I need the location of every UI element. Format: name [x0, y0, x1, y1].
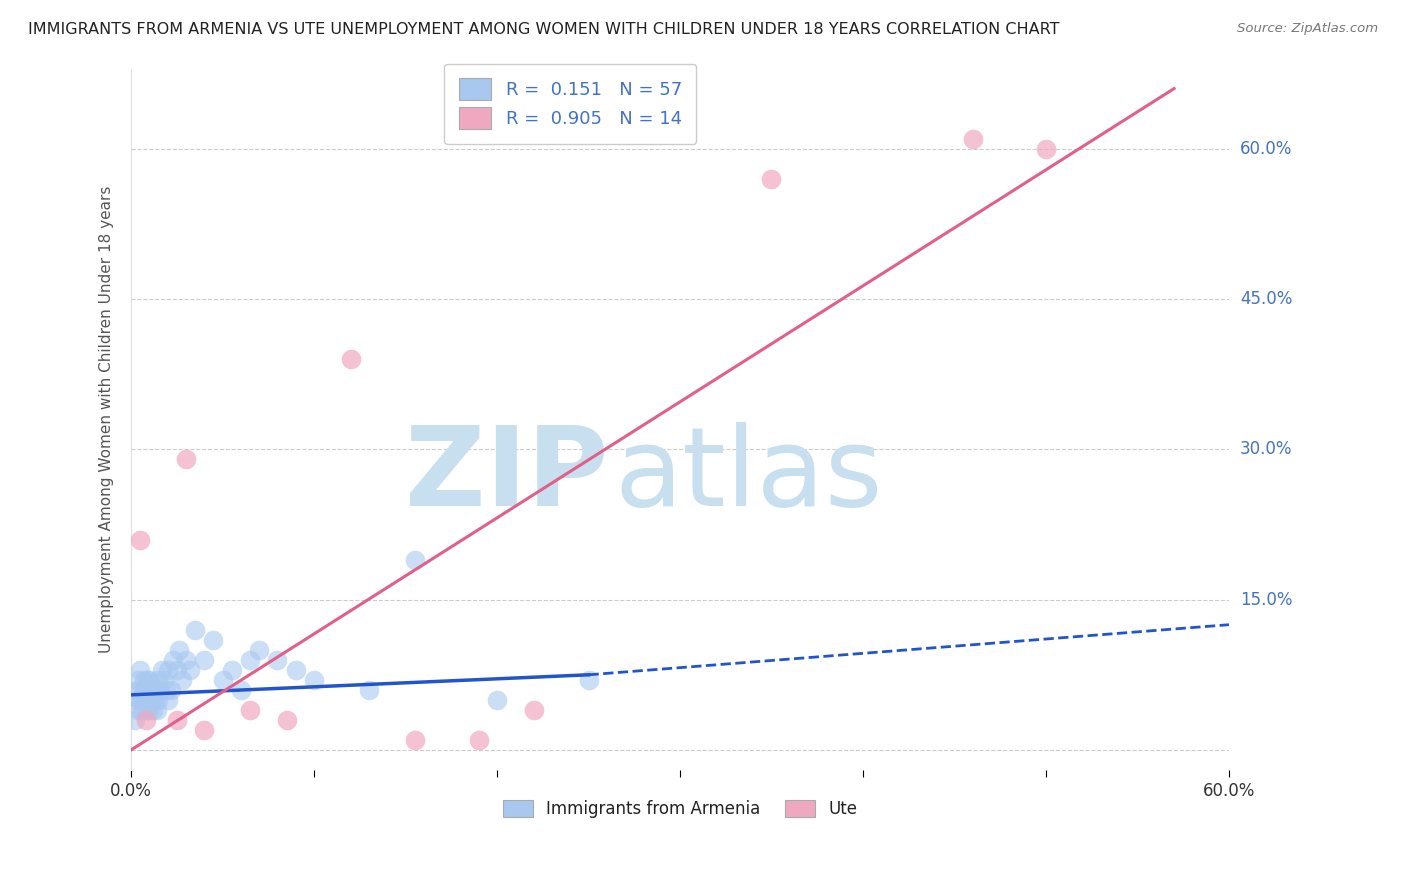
Point — [193, 723, 215, 737]
Point — [229, 682, 252, 697]
Y-axis label: Unemployment Among Women with Children Under 18 years: Unemployment Among Women with Children U… — [100, 186, 114, 653]
Point — [167, 642, 190, 657]
Point — [523, 703, 546, 717]
Point — [138, 682, 160, 697]
Point — [150, 663, 173, 677]
Point — [166, 713, 188, 727]
Point — [962, 131, 984, 145]
Point — [485, 693, 508, 707]
Text: 15.0%: 15.0% — [1240, 591, 1292, 608]
Point — [142, 682, 165, 697]
Point — [156, 663, 179, 677]
Point — [132, 673, 155, 687]
Point — [131, 703, 153, 717]
Point — [135, 682, 157, 697]
Point — [138, 673, 160, 687]
Point — [156, 693, 179, 707]
Point — [148, 693, 170, 707]
Point — [357, 682, 380, 697]
Text: ZIP: ZIP — [405, 422, 609, 529]
Point — [184, 623, 207, 637]
Point — [125, 682, 148, 697]
Point — [141, 682, 163, 697]
Point — [127, 673, 149, 687]
Point — [174, 653, 197, 667]
Point — [155, 682, 177, 697]
Text: 30.0%: 30.0% — [1240, 441, 1292, 458]
Point — [266, 653, 288, 667]
Point — [174, 452, 197, 467]
Point — [145, 682, 167, 697]
Point — [129, 663, 152, 677]
Point — [578, 673, 600, 687]
Point — [239, 653, 262, 667]
Point — [142, 703, 165, 717]
Text: Source: ZipAtlas.com: Source: ZipAtlas.com — [1237, 22, 1378, 36]
Point — [148, 673, 170, 687]
Point — [136, 673, 159, 687]
Point — [160, 682, 183, 697]
Point — [172, 673, 194, 687]
Point — [339, 352, 361, 367]
Point — [404, 552, 426, 566]
Point — [221, 663, 243, 677]
Point — [129, 682, 152, 697]
Point — [149, 682, 172, 697]
Point — [138, 693, 160, 707]
Point — [129, 693, 152, 707]
Point — [239, 703, 262, 717]
Point — [132, 682, 155, 697]
Text: 45.0%: 45.0% — [1240, 290, 1292, 308]
Point — [136, 703, 159, 717]
Point — [131, 693, 153, 707]
Point — [761, 171, 783, 186]
Point — [124, 713, 146, 727]
Point — [211, 673, 233, 687]
Text: 60.0%: 60.0% — [1240, 140, 1292, 158]
Point — [153, 673, 176, 687]
Point — [1035, 142, 1057, 156]
Point — [166, 663, 188, 677]
Point — [193, 653, 215, 667]
Point — [127, 703, 149, 717]
Point — [467, 733, 489, 747]
Point — [247, 642, 270, 657]
Point — [302, 673, 325, 687]
Point — [276, 713, 298, 727]
Point — [404, 733, 426, 747]
Text: IMMIGRANTS FROM ARMENIA VS UTE UNEMPLOYMENT AMONG WOMEN WITH CHILDREN UNDER 18 Y: IMMIGRANTS FROM ARMENIA VS UTE UNEMPLOYM… — [28, 22, 1060, 37]
Point — [179, 663, 201, 677]
Point — [202, 632, 225, 647]
Point — [143, 693, 166, 707]
Point — [138, 703, 160, 717]
Point — [141, 693, 163, 707]
Point — [125, 693, 148, 707]
Legend: Immigrants from Armenia, Ute: Immigrants from Armenia, Ute — [496, 793, 865, 825]
Point — [135, 693, 157, 707]
Point — [162, 653, 184, 667]
Text: atlas: atlas — [614, 422, 883, 529]
Point — [135, 713, 157, 727]
Point — [145, 703, 167, 717]
Point — [284, 663, 307, 677]
Point — [129, 533, 152, 547]
